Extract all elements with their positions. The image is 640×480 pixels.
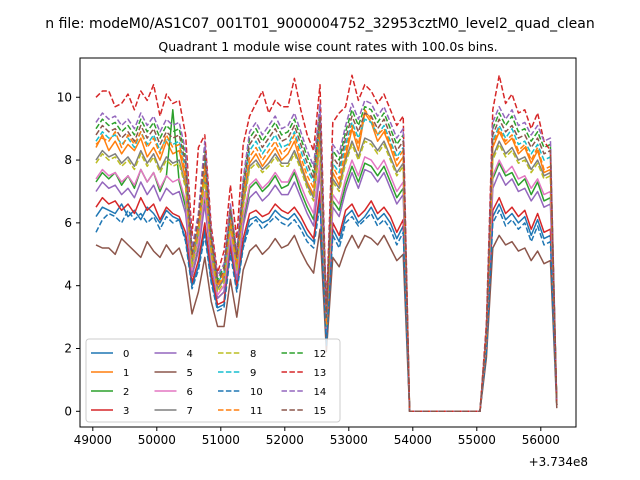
legend-label-14: 14 [314, 387, 327, 398]
y-tick-label: 6 [64, 216, 72, 230]
series-line-15 [95, 112, 558, 413]
plot-frame [79, 57, 577, 428]
legend-label-9: 9 [250, 368, 256, 379]
legend-label-0: 0 [123, 349, 129, 360]
legend-label-4: 4 [187, 349, 193, 360]
legend-label-12: 12 [314, 349, 327, 360]
y-tick-label: 2 [64, 341, 72, 355]
x-tick-label: 51000 [202, 433, 240, 447]
legend-label-5: 5 [187, 368, 193, 379]
x-tick-label: 52000 [266, 433, 304, 447]
axes: 49000 50000 51000 52000 53000 54000 55000 56000… [57, 90, 560, 447]
x-tick-label: 49000 [74, 433, 112, 447]
y-tick-label: 8 [64, 153, 72, 167]
x-tick-label: 54000 [394, 433, 432, 447]
legend-label-3: 3 [123, 406, 129, 417]
legend-label-11: 11 [250, 406, 263, 417]
legend-label-7: 7 [187, 406, 193, 417]
x-offset-label: +3.734e8 [529, 455, 588, 469]
legend-label-10: 10 [250, 387, 263, 398]
legend-label-6: 6 [187, 387, 193, 398]
y-tick-label: 4 [64, 279, 72, 293]
legend-label-2: 2 [123, 387, 129, 398]
legend-label-1: 1 [123, 368, 129, 379]
legend-label-15: 15 [314, 406, 327, 417]
plot-area [95, 74, 558, 413]
legend-label-8: 8 [250, 349, 256, 360]
x-tick-label: 50000 [138, 433, 176, 447]
legend-label-13: 13 [314, 368, 327, 379]
x-tick-label: 53000 [330, 433, 368, 447]
figure-suptitle: n file: modeM0/AS1C07_001T01_9000004752_… [45, 16, 594, 32]
legend-box [85, 338, 341, 423]
y-tick-label: 10 [57, 90, 72, 104]
chart-title: Quadrant 1 module wise count rates with … [158, 39, 497, 54]
x-tick-label: 55000 [458, 433, 496, 447]
y-tick-label: 0 [64, 404, 72, 418]
x-tick-label: 56000 [522, 433, 560, 447]
